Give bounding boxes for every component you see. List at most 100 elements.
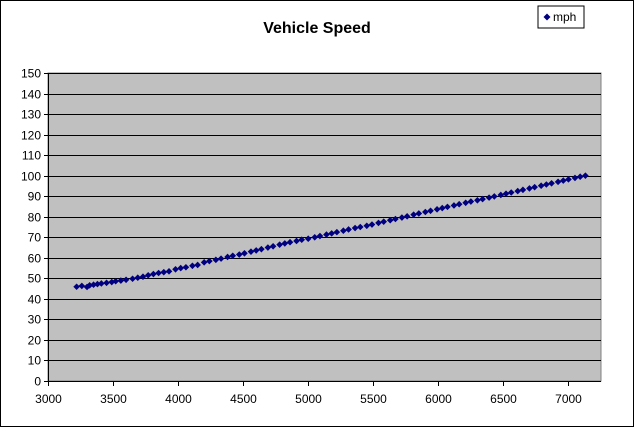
plot-area xyxy=(47,72,602,382)
data-point xyxy=(548,179,555,187)
data-point xyxy=(224,253,231,261)
x-tick-label: 7000 xyxy=(555,392,582,406)
data-point xyxy=(258,245,265,253)
data-point xyxy=(311,233,319,241)
data-point xyxy=(410,211,417,218)
x-tick-label: 5000 xyxy=(295,392,322,406)
data-point xyxy=(117,277,125,284)
data-point xyxy=(73,283,80,291)
data-point xyxy=(98,280,105,287)
y-tick-label: 110 xyxy=(22,149,41,163)
data-point xyxy=(537,182,545,190)
data-point xyxy=(139,273,147,280)
data-point xyxy=(189,262,196,270)
data-point xyxy=(247,248,255,255)
data-point xyxy=(474,197,481,204)
data-point xyxy=(427,207,434,215)
data-point xyxy=(375,219,382,227)
legend-box xyxy=(537,5,585,29)
data-point xyxy=(304,235,312,243)
x-tick-label: 3500 xyxy=(100,392,127,406)
data-point xyxy=(514,187,522,195)
data-point xyxy=(134,274,142,282)
data-point xyxy=(450,202,458,209)
data-point xyxy=(356,223,364,231)
data-point xyxy=(582,172,589,179)
data-point xyxy=(519,186,527,194)
data-point xyxy=(507,189,515,196)
data-point xyxy=(217,255,225,262)
y-tick-label: 10 xyxy=(28,354,42,368)
data-point xyxy=(160,268,168,276)
x-tick-label: 3000 xyxy=(35,392,62,406)
data-point xyxy=(316,232,324,240)
data-point xyxy=(571,174,579,182)
data-point xyxy=(403,213,411,220)
data-point xyxy=(235,251,243,258)
data-point xyxy=(485,194,493,201)
y-tick-label: 90 xyxy=(28,190,42,204)
y-tick-label: 20 xyxy=(28,334,42,348)
data-point xyxy=(286,238,294,246)
data-point xyxy=(241,249,248,257)
data-point xyxy=(276,241,283,248)
data-point xyxy=(112,277,119,285)
data-point xyxy=(212,256,220,264)
y-tick-label: 0 xyxy=(34,375,41,389)
data-point xyxy=(264,244,272,251)
data-point xyxy=(368,221,376,228)
data-point xyxy=(398,214,406,221)
data-point xyxy=(252,247,260,254)
data-point xyxy=(392,215,399,223)
data-point xyxy=(182,263,190,271)
data-point xyxy=(351,224,359,232)
data-point xyxy=(328,230,335,237)
data-point xyxy=(333,228,341,236)
data-point xyxy=(576,173,584,180)
y-tick-label: 60 xyxy=(28,252,42,266)
x-tick-label: 5500 xyxy=(360,392,387,406)
data-point xyxy=(345,226,352,233)
data-point xyxy=(281,240,289,247)
y-tick-label: 40 xyxy=(28,293,42,307)
data-point xyxy=(298,236,306,244)
data-point xyxy=(363,222,371,230)
data-point xyxy=(155,269,162,277)
data-point xyxy=(479,195,486,203)
data-point xyxy=(129,275,136,283)
data-point xyxy=(497,191,505,199)
x-tick-label: 6000 xyxy=(425,392,452,406)
data-point xyxy=(229,252,237,260)
data-point xyxy=(543,181,550,188)
data-point xyxy=(438,204,446,212)
data-point xyxy=(467,198,475,205)
data-point xyxy=(526,185,533,192)
data-point xyxy=(122,276,130,284)
legend: mph xyxy=(537,5,585,29)
y-tick-label: 80 xyxy=(28,211,42,225)
y-tick-label: 70 xyxy=(28,231,42,245)
data-point xyxy=(433,206,441,213)
data-point xyxy=(172,265,179,273)
data-point xyxy=(444,203,451,211)
data-point xyxy=(293,237,300,245)
data-point xyxy=(165,268,173,275)
x-tick-label: 6500 xyxy=(490,392,517,406)
y-tick-label: 140 xyxy=(21,88,41,102)
data-point xyxy=(144,271,152,279)
data-point xyxy=(194,261,201,269)
plot-area-group: 0 10 20 30 40 50 60 70 80 90 100 110 120 130 140 150 300… xyxy=(21,67,602,406)
data-point xyxy=(386,216,394,224)
x-tick-label: 4500 xyxy=(230,392,257,406)
data-point xyxy=(94,280,101,288)
legend-marker-diamond xyxy=(543,13,551,21)
y-tick-label: 30 xyxy=(28,313,42,327)
data-point xyxy=(531,183,538,191)
chart-title: Vehicle Speed xyxy=(263,20,371,37)
y-tick-label: 50 xyxy=(28,272,42,286)
data-point xyxy=(340,227,347,234)
data-point xyxy=(462,199,469,207)
data-point xyxy=(554,178,562,186)
y-tick-label: 120 xyxy=(21,129,41,143)
